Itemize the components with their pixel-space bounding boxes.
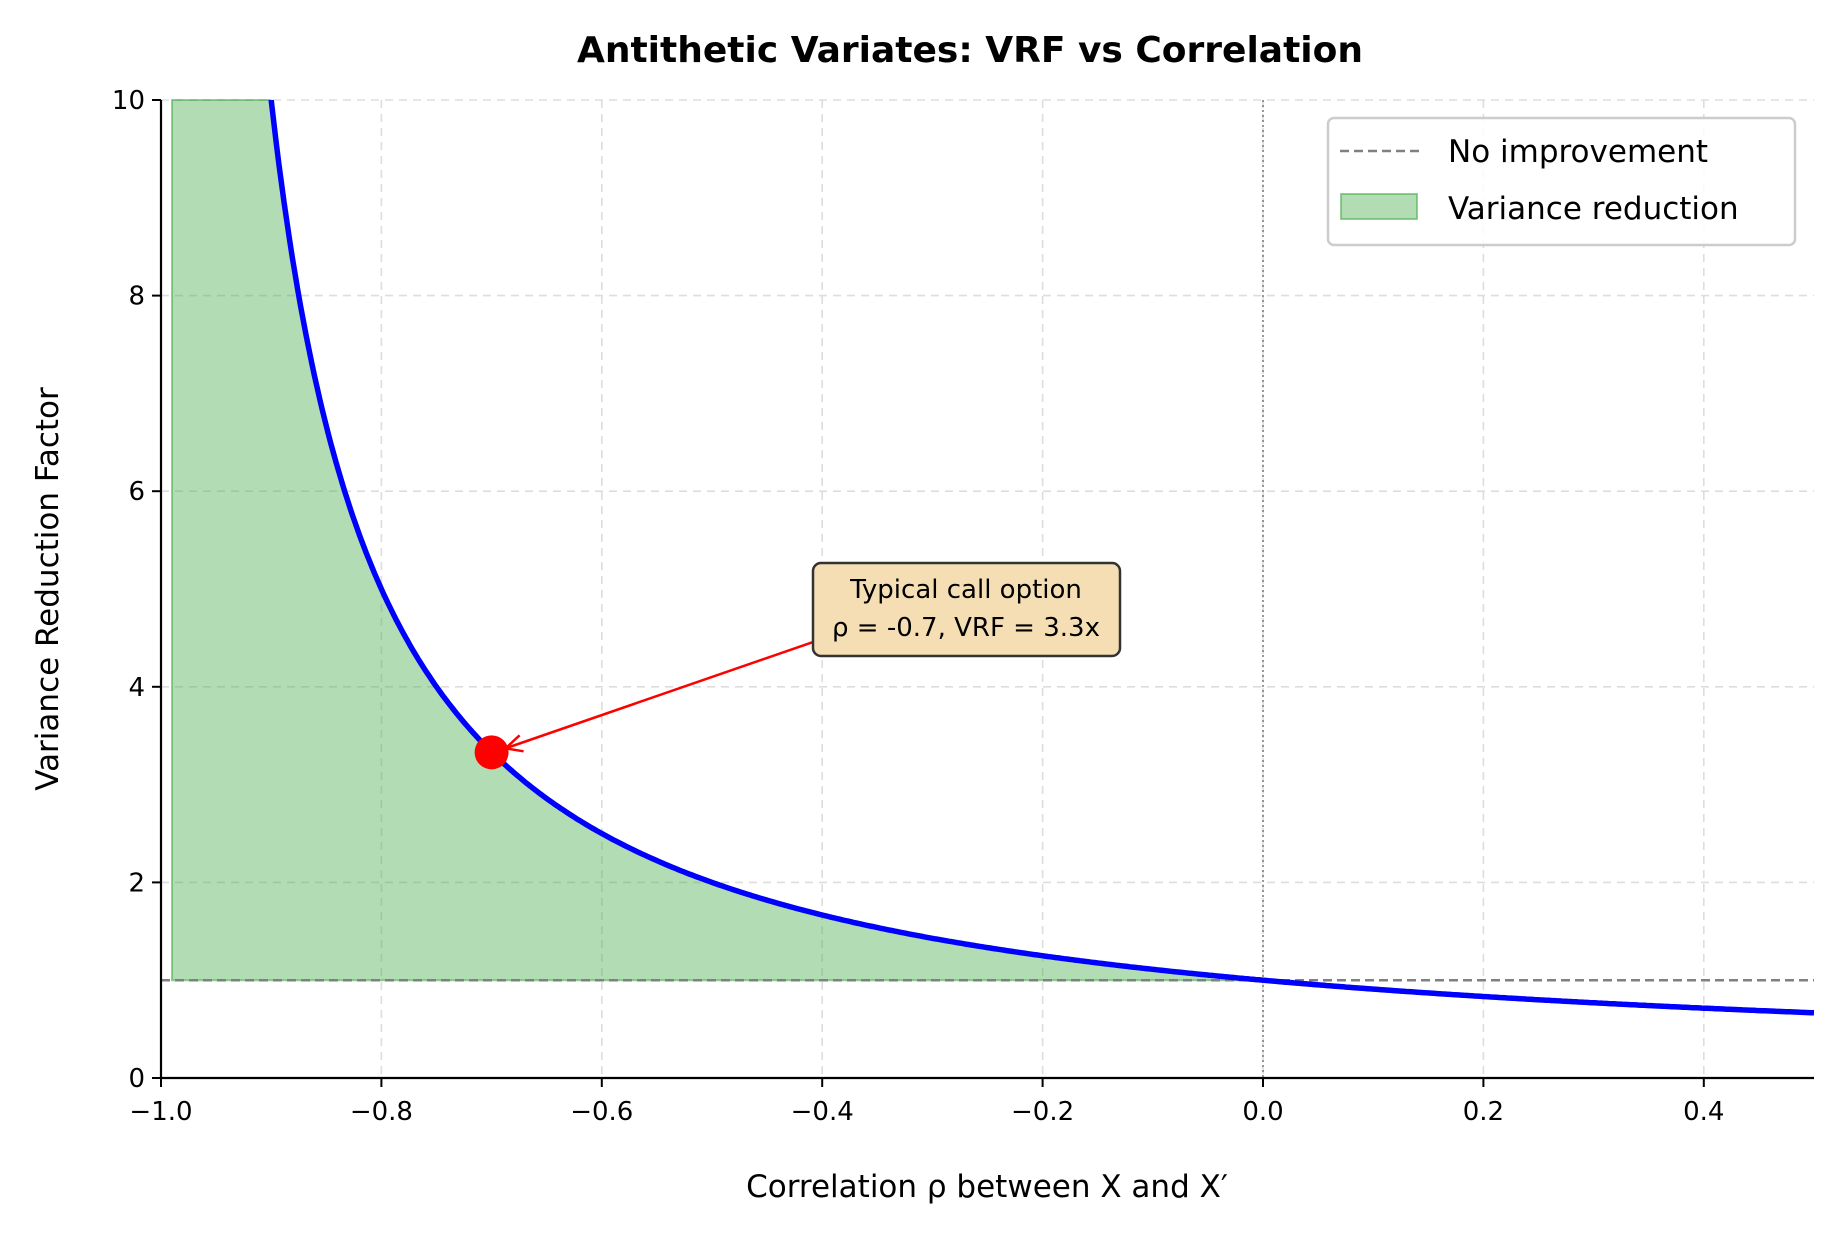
annotation-line-2: ρ = -0.7, VRF = 3.3x	[832, 613, 1100, 643]
x-ticks: −1.0 −0.8 −0.6 −0.4 −0.2 0.0 0.2 0.4	[129, 1078, 1724, 1127]
variance-reduction-area	[171, 99, 1264, 982]
x-tick-label: −1.0	[129, 1097, 192, 1127]
x-axis-label: Correlation ρ between X and X′	[746, 1169, 1228, 1205]
arrow-head	[504, 734, 524, 753]
reference-lines	[161, 100, 1814, 1078]
x-tick-label: −0.2	[1011, 1097, 1074, 1127]
y-tick-label: 4	[128, 673, 145, 703]
legend-fill-swatch	[1340, 193, 1418, 220]
y-tick-label: 10	[112, 86, 145, 116]
x-tick-label: −0.8	[350, 1097, 413, 1127]
y-ticks: 0 2 4 6 8 10	[112, 86, 161, 1094]
legend-box	[1326, 116, 1797, 247]
x-tick-label: −0.6	[570, 1097, 633, 1127]
legend-entry-no-improvement: No improvement	[1448, 134, 1708, 170]
annotation: Typical call option ρ = -0.7, VRF = 3.3x	[474, 561, 1122, 770]
y-axis-label: Variance Reduction Factor	[30, 387, 66, 791]
annotation-line-1: Typical call option	[849, 575, 1082, 605]
y-tick-label: 0	[128, 1064, 145, 1094]
x-tick-label: 0.4	[1683, 1097, 1724, 1127]
y-tick-label: 8	[128, 282, 145, 312]
x-tick-label: −0.4	[791, 1097, 854, 1127]
y-tick-label: 6	[128, 477, 145, 507]
chart-title: Antithetic Variates: VRF vs Correlation	[577, 30, 1363, 71]
curve-layer	[268, 100, 1814, 1016]
x-tick-label: 0.2	[1463, 1097, 1504, 1127]
y-tick-label: 2	[128, 868, 145, 898]
legend: No improvement Variance reduction	[1326, 116, 1797, 247]
legend-entry-variance-reduction: Variance reduction	[1448, 191, 1739, 227]
axes	[159, 100, 1814, 1080]
x-tick-label: 0.0	[1242, 1097, 1283, 1127]
annotation-box	[811, 561, 1122, 658]
vrf-curve	[268, 100, 1814, 1016]
annotation-arrow	[505, 640, 814, 750]
fill-layer	[171, 99, 1264, 982]
highlight-point	[474, 735, 509, 770]
